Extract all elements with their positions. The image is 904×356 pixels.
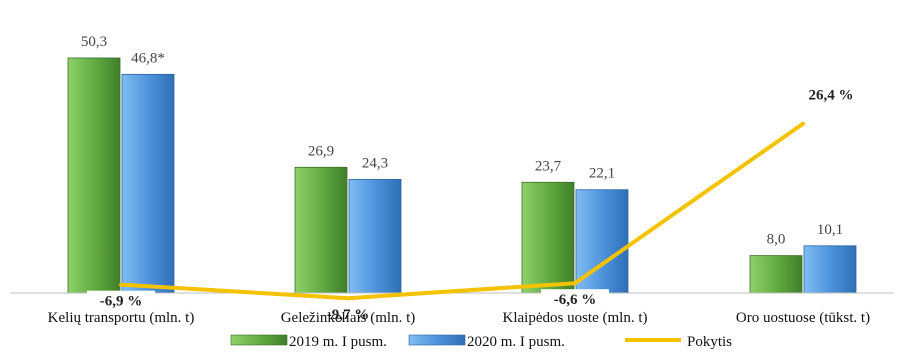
legend-2020-label: 2020 m. I pusm. bbox=[467, 334, 565, 350]
bar-2019-0 bbox=[67, 57, 121, 294]
bar-2019-2 bbox=[521, 181, 575, 294]
legend-pokytis-label: Pokytis bbox=[687, 334, 732, 350]
value-label-2020-1: 24,3 bbox=[362, 155, 388, 171]
legend-2020-swatch bbox=[408, 334, 466, 346]
change-label-2: -6,6 % bbox=[554, 292, 597, 308]
value-label-2020-0: 46,8* bbox=[131, 50, 165, 66]
bar-2019-3 bbox=[749, 255, 803, 294]
change-label-0: -6,9 % bbox=[100, 294, 143, 310]
legend-2019-swatch bbox=[230, 334, 288, 346]
change-line-layer: -6,9 % -9,7 % -6,6 % 26,4 % bbox=[87, 88, 854, 327]
value-label-2019-0: 50,3 bbox=[81, 34, 107, 50]
change-label-3: 26,4 % bbox=[809, 88, 854, 104]
value-label-2019-2: 23,7 bbox=[535, 158, 562, 174]
bar-2019-1 bbox=[294, 166, 348, 294]
value-label-2020-3: 10,1 bbox=[817, 222, 843, 238]
bar-2020-0 bbox=[121, 73, 175, 294]
change-label-box-1 bbox=[314, 304, 382, 327]
bar-2020-1 bbox=[348, 179, 402, 294]
category-label-2: Klaipėdos uoste (mln. t) bbox=[503, 310, 648, 326]
change-label-box-0 bbox=[87, 290, 155, 313]
change-label-box-2 bbox=[541, 289, 609, 312]
category-label-1: Geležinkeliais (mln. t) bbox=[281, 310, 416, 326]
bars-layer bbox=[67, 57, 857, 294]
value-label-2019-1: 26,9 bbox=[308, 143, 334, 159]
legend-2019-label: 2019 m. I pusm. bbox=[289, 334, 387, 350]
change-line bbox=[119, 121, 805, 301]
change-label-1: -9,7 % bbox=[327, 307, 370, 323]
category-label-0: Kelių transportu (mln. t) bbox=[48, 310, 195, 326]
labels-layer: 50,3 46,8* Kelių transportu (mln. t) 26,9 24… bbox=[48, 34, 870, 326]
category-label-3: Oro uostuose (tūkst. t) bbox=[736, 310, 870, 326]
legend: 2019 m. I pusm. 2020 m. I pusm. Pokytis bbox=[230, 334, 732, 350]
value-label-2019-3: 8,0 bbox=[767, 232, 786, 248]
value-label-2020-2: 22,1 bbox=[589, 166, 615, 182]
bar-2020-3 bbox=[803, 245, 857, 294]
